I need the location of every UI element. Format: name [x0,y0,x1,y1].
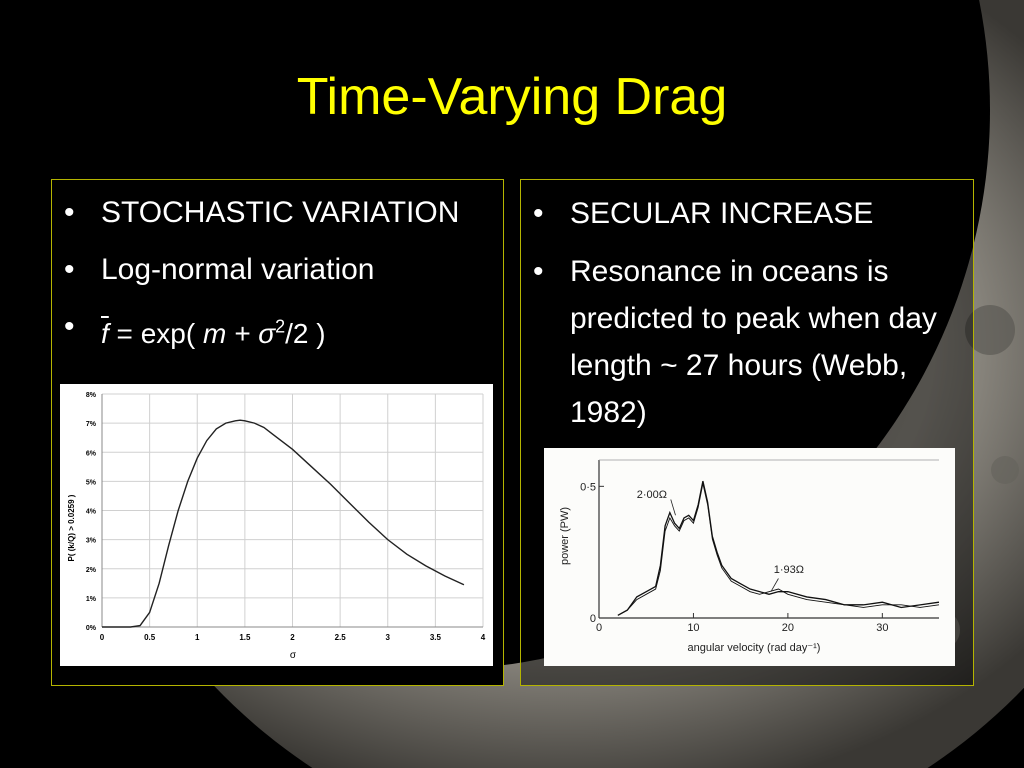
y-tick-label: 0·5 [580,481,596,493]
list-item: • Resonance in oceans is predicted to pea… [521,248,965,436]
annotation-pointer [670,499,676,516]
power-spectrum-chart: power (PW) angular velocity (rad day⁻¹) … [544,448,955,666]
bullet-text: SECULAR INCREASE [570,197,874,230]
formula-rest: /2 ) [285,318,326,350]
series-line [617,483,940,616]
right-bullet-list: • SECULAR INCREASE • Resonance in oceans i… [521,190,965,447]
y-tick-label: 5% [86,479,97,486]
x-tick-label: 2.5 [335,633,347,642]
y-tick-label: 6% [86,450,97,457]
x-axis-label: σ [290,650,297,661]
bullet-icon: • [533,197,544,230]
x-tick-label: 20 [782,622,794,634]
formula-m: m [202,318,227,350]
series-line [102,419,465,628]
x-tick-label: 2 [290,633,295,642]
y-tick-label: 8% [86,392,97,399]
x-tick-label: 0 [100,633,105,642]
y-tick-label: 0% [86,625,97,632]
x-tick-label: 0 [596,622,602,634]
formula-sigma: σ [258,318,276,350]
x-axis-label: angular velocity (rad day⁻¹) [688,642,821,654]
x-tick-label: 0.5 [144,633,156,642]
bullet-icon: • [64,196,75,229]
formula-f: f [101,318,109,350]
bullet-text: Log-normal variation [101,253,375,286]
series-line [617,480,940,616]
x-tick-label: 1 [195,633,200,642]
y-tick-label: 7% [86,421,97,428]
bullet-icon: • [64,253,75,286]
list-item: • Log-normal variation [52,247,495,293]
formula-item: • f = exp( m + σ2/2 ) [52,304,495,357]
list-item: • SECULAR INCREASE [521,190,965,237]
x-tick-label: 4 [481,633,486,642]
annotation-label: 2·00Ω [637,489,667,501]
x-tick-label: 10 [687,622,699,634]
list-item: • STOCHASTIC VARIATION [52,190,495,236]
bullet-icon: • [64,310,75,343]
x-tick-label: 30 [876,622,888,634]
x-tick-label: 3.5 [430,633,442,642]
bullet-text: STOCHASTIC VARIATION [101,196,460,229]
y-tick-label: 4% [86,509,97,516]
formula-eq: = exp( [108,318,203,350]
probability-chart-svg: P( (k/Q) > 0.0259 ) σ 0 0.5 1 1.5 2 2.5 3 3.5 4 0… [67,392,486,661]
y-tick-label: 3% [86,538,97,545]
bullet-icon: • [533,255,544,288]
y-tick-label: 1% [86,596,97,603]
probability-chart: P( (k/Q) > 0.0259 ) σ 0 0.5 1 1.5 2 2.5 3 3.5 4 0… [60,384,493,666]
y-tick-label: 2% [86,567,97,574]
y-tick-label: 0 [590,613,596,625]
slide-title: Time-Varying Drag [296,68,728,126]
formula-plus: + [226,318,259,350]
power-spectrum-svg: power (PW) angular velocity (rad day⁻¹) … [559,459,940,654]
bullet-text: Resonance in oceans is predicted to peak… [570,255,937,429]
formula-sq: 2 [275,317,286,337]
x-tick-label: 3 [386,633,391,642]
annotation-pointer [770,578,779,592]
left-bullet-list: • STOCHASTIC VARIATION • Log-normal variat… [52,190,495,368]
y-axis-label: P( (k/Q) > 0.0259 ) [67,494,76,561]
annotation-label: 1·93Ω [774,564,804,576]
formula: f = exp( m + σ2/2 ) [101,317,326,350]
x-tick-label: 1.5 [239,633,251,642]
y-axis-label: power (PW) [559,507,571,565]
